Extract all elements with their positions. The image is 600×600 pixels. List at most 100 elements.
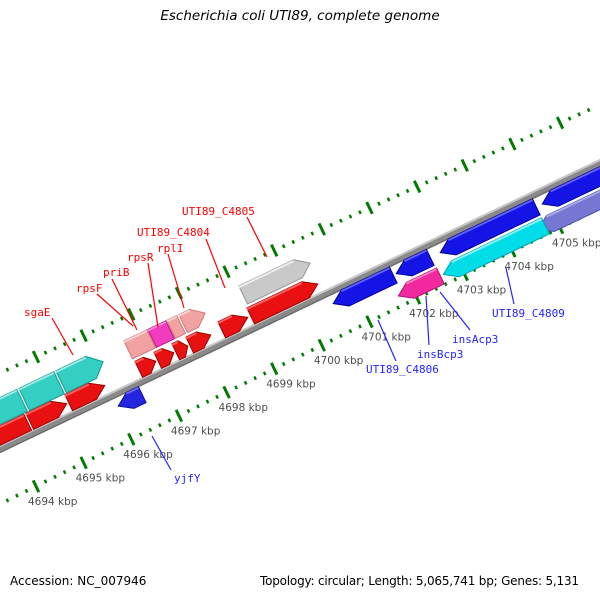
gene-arrow-highlight bbox=[25, 401, 52, 416]
gene-arrow-highlight bbox=[185, 332, 197, 340]
ruler-lower-tick bbox=[291, 357, 296, 362]
ruler-upper-tick bbox=[53, 346, 57, 351]
gene-arrow-red-q1[interactable] bbox=[134, 356, 157, 379]
gene-arrow-UTI89_C4804[interactable] bbox=[246, 281, 319, 325]
ruler-upper-tick bbox=[127, 307, 136, 321]
ruler-upper-tick bbox=[348, 214, 353, 219]
ruler-upper-tick bbox=[365, 201, 374, 215]
ruler-upper-tick bbox=[501, 146, 505, 151]
ruler-upper-tick bbox=[310, 231, 315, 236]
ruler-upper-tick bbox=[43, 350, 48, 355]
ruler-lower-tick bbox=[317, 338, 326, 352]
ruler-upper-tick bbox=[300, 235, 305, 240]
gene-arrow-highlight bbox=[341, 267, 390, 293]
gene-arrow-UTI89_C4805[interactable] bbox=[238, 259, 311, 305]
gene-label-priB: priB bbox=[103, 266, 130, 279]
gene-arrow-rpsR[interactable] bbox=[166, 314, 187, 339]
gene-arrow-red-q4[interactable] bbox=[185, 331, 212, 354]
label-leader-line bbox=[425, 295, 430, 346]
ruler-lower-tick bbox=[396, 305, 400, 310]
gene-arrow-blue-b3[interactable] bbox=[439, 198, 541, 256]
gene-arrow-rpsF[interactable] bbox=[123, 329, 157, 360]
ruler-lower-tick bbox=[15, 493, 19, 498]
gene-arrow-cyan-b[interactable] bbox=[18, 371, 66, 412]
gene-label-insBcp3: insBcp3 bbox=[417, 348, 463, 361]
gene-label-insAcp3: insAcp3 bbox=[452, 333, 498, 346]
ruler-upper-tick bbox=[453, 167, 458, 172]
ruler-lower-tick bbox=[186, 408, 191, 414]
ruler-upper-tick bbox=[508, 137, 517, 151]
ruler-upper-tick bbox=[72, 337, 76, 343]
gene-arrow-highlight bbox=[64, 383, 90, 397]
ruler-upper-tick bbox=[291, 239, 296, 245]
kbp-tick-label: 4700 kbp bbox=[314, 355, 364, 367]
topology-text: Topology: circular; Length: 5,065,741 bp… bbox=[260, 574, 579, 588]
ruler-lower-tick bbox=[253, 375, 258, 381]
ruler-upper-tick bbox=[520, 137, 524, 142]
gene-arrow-highlight bbox=[238, 260, 295, 289]
gene-arrow-yjfY[interactable] bbox=[117, 386, 147, 409]
gene-arrow-highlight bbox=[147, 321, 167, 332]
gene-arrow-rplI[interactable] bbox=[178, 308, 206, 334]
ruler-lower-tick bbox=[358, 324, 362, 329]
ruler-upper-tick bbox=[91, 329, 96, 334]
ruler-lower-tick bbox=[24, 488, 29, 494]
gene-arrow-red-q3[interactable] bbox=[171, 340, 189, 361]
label-leader-line bbox=[205, 238, 226, 289]
ruler-upper-tick bbox=[424, 180, 429, 185]
gene-arrow-insBcp3[interactable] bbox=[397, 267, 445, 299]
ruler-lower-tick bbox=[443, 281, 448, 287]
ruler-upper-tick bbox=[329, 222, 334, 228]
ruler-upper-tick bbox=[186, 286, 191, 291]
ruler-upper-tick bbox=[339, 218, 343, 223]
gene-arrow-highlight bbox=[0, 389, 18, 400]
ruler-lower-tick bbox=[377, 314, 381, 320]
gene-arrow-red-r2[interactable] bbox=[25, 400, 68, 430]
label-leader-line bbox=[505, 267, 515, 305]
ruler-upper-tick bbox=[586, 107, 591, 113]
ruler-upper-tick bbox=[386, 197, 391, 202]
ruler-lower-tick bbox=[405, 300, 410, 306]
gene-label-rpsF: rpsF bbox=[76, 282, 103, 295]
ruler-upper-tick bbox=[555, 116, 565, 130]
accession-text: Accession: NC_007946 bbox=[10, 574, 147, 588]
gene-arrow-highlight bbox=[448, 199, 533, 242]
ruler-upper-tick bbox=[412, 180, 422, 194]
ruler-lower-tick bbox=[174, 409, 184, 423]
ruler-lower-tick bbox=[119, 441, 124, 447]
ruler-lower-tick bbox=[215, 394, 219, 400]
gene-arrow-UTI89_C4806[interactable] bbox=[332, 266, 398, 307]
ruler-upper-tick bbox=[100, 324, 105, 330]
gene-arrow-highlight bbox=[217, 315, 233, 324]
ruler-lower-tick bbox=[79, 456, 88, 470]
ruler-lower-tick bbox=[205, 399, 210, 404]
ruler-lower-tick bbox=[222, 385, 231, 399]
label-leader-line bbox=[51, 317, 74, 356]
ruler-lower-tick bbox=[5, 498, 10, 503]
kbp-tick-label: 4694 kbp bbox=[28, 496, 78, 508]
ruler-lower-tick bbox=[110, 446, 115, 451]
ruler-lower-tick bbox=[234, 385, 238, 390]
ruler-lower-tick bbox=[329, 338, 334, 343]
gene-arrow-UTI89_C4809[interactable] bbox=[442, 217, 550, 278]
ruler-upper-tick bbox=[270, 244, 279, 258]
ruler-upper-tick bbox=[434, 176, 439, 181]
gene-label-rplI: rplI bbox=[157, 242, 184, 255]
label-leader-line bbox=[377, 319, 397, 362]
gene-arrow-insAcp3[interactable] bbox=[395, 248, 435, 277]
gene-arrow-red-q2[interactable] bbox=[153, 347, 175, 369]
gene-arrow-highlight bbox=[166, 315, 178, 323]
ruler-upper-tick bbox=[167, 295, 172, 300]
ruler-lower-tick bbox=[53, 474, 57, 479]
gene-arrow-highlight bbox=[171, 341, 179, 346]
gene-arrow-cyan-a[interactable] bbox=[0, 388, 29, 436]
gene-arrow-red-p1[interactable] bbox=[217, 314, 249, 339]
ruler-lower-tick bbox=[43, 479, 48, 484]
gene-arrow-highlight bbox=[153, 348, 163, 355]
label-leader-line bbox=[167, 253, 185, 309]
gene-arrow-blue-b4[interactable] bbox=[541, 156, 600, 207]
label-leader-line bbox=[147, 262, 159, 328]
ruler-lower-tick bbox=[158, 422, 162, 428]
